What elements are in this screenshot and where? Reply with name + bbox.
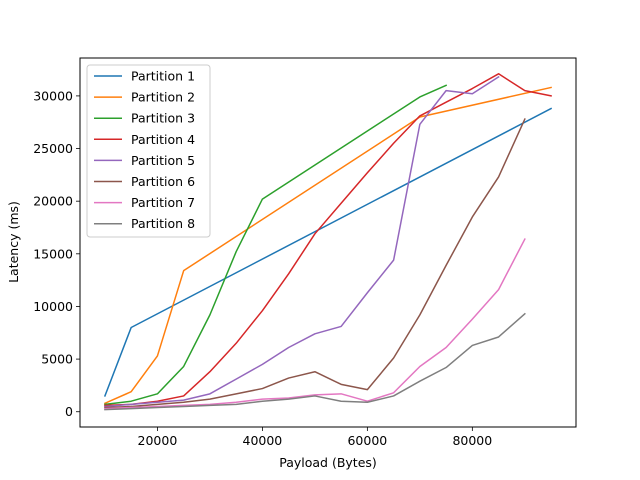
y-tick-label: 10000 xyxy=(33,299,73,314)
series-line-1 xyxy=(103,107,553,397)
legend: Partition 1 Partition 2 Partition 3 Partiti… xyxy=(86,64,211,238)
series-line-3 xyxy=(104,84,448,406)
legend-label-6: Partition 6 xyxy=(131,174,195,189)
y-tick-label: 20000 xyxy=(33,194,73,209)
series-line-4 xyxy=(104,73,552,407)
y-tick-label: 5000 xyxy=(41,352,73,367)
y-tick-label: 25000 xyxy=(33,141,73,156)
y-tick-label: 30000 xyxy=(33,88,73,103)
legend-label-4: Partition 4 xyxy=(131,132,195,147)
series-line-7 xyxy=(104,238,526,410)
legend-label-1: Partition 1 xyxy=(131,69,195,84)
x-tick-label: 20000 xyxy=(138,433,178,448)
legend-label-2: Partition 2 xyxy=(131,90,195,105)
series-line-6 xyxy=(104,118,526,409)
x-axis-ticks: 20000 40000 60000 80000 xyxy=(138,427,492,448)
series-line-5 xyxy=(104,75,500,408)
y-tick-label: 15000 xyxy=(33,246,73,261)
x-axis-label: Payload (Bytes) xyxy=(279,455,377,470)
y-tick-label: 0 xyxy=(65,404,73,419)
x-tick-label: 80000 xyxy=(452,433,492,448)
y-axis-ticks: 0 5000 10000 15000 20000 25000 30000 xyxy=(33,88,80,419)
y-axis-label: Latency (ms) xyxy=(6,201,21,283)
series-line-8 xyxy=(104,312,526,411)
legend-box xyxy=(86,64,211,238)
plot-lines xyxy=(103,73,553,411)
x-tick-label: 40000 xyxy=(243,433,283,448)
legend-label-3: Partition 3 xyxy=(131,111,195,126)
plot-frame xyxy=(79,57,577,428)
series-line-2 xyxy=(103,86,552,405)
legend-label-5: Partition 5 xyxy=(131,153,195,168)
x-tick-label: 60000 xyxy=(347,433,387,448)
legend-label-8: Partition 8 xyxy=(131,216,195,231)
legend-label-7: Partition 7 xyxy=(131,195,195,210)
